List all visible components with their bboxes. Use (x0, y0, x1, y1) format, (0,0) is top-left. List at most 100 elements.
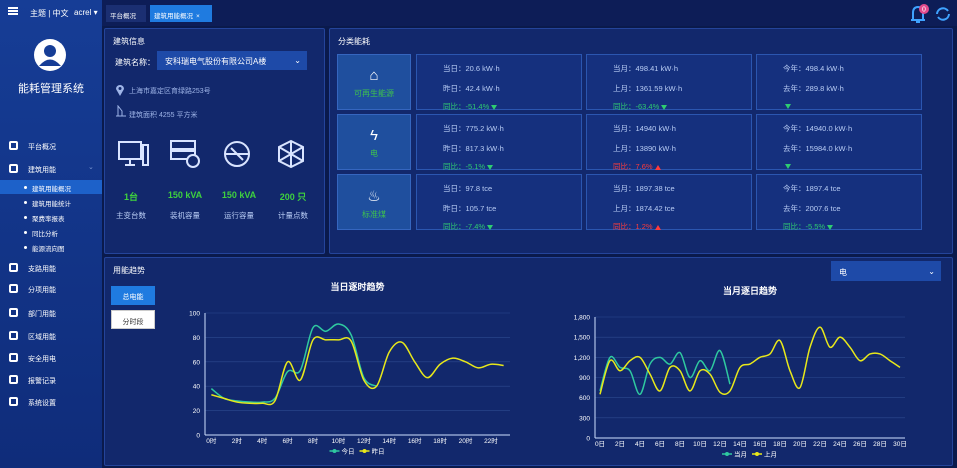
current: 当月：498.41 kW·h (613, 64, 679, 73)
trend-arrow (487, 164, 494, 170)
menu-item[interactable]: 支路用能 (0, 260, 102, 276)
y-tick-label: 40 (193, 384, 201, 391)
energy-name: 标准煤 (362, 210, 386, 219)
menu-icon (9, 353, 18, 362)
menu-item[interactable]: 区域用能 (0, 328, 102, 344)
submenu-dot (24, 186, 27, 189)
y-tick-label: 80 (193, 335, 201, 342)
change: 同比：-51.4% (443, 101, 498, 112)
trend-arrow (661, 104, 668, 110)
energy-cell: 当日：97.8 tce 昨日：105.7 tce 同比：-7.4% (416, 174, 582, 232)
x-tick-label: 18日 (773, 440, 787, 448)
stat-value: 150 kVA (167, 190, 203, 200)
top-icons: 0 (911, 4, 950, 23)
change (783, 161, 791, 170)
series-line (211, 336, 504, 406)
menu-item[interactable]: 平台概况 (0, 138, 102, 154)
menu-caret: ⌄ (88, 164, 94, 171)
menu-item[interactable]: 报警记录 (0, 372, 102, 388)
app-title: 能耗管理系统 (18, 83, 84, 95)
submenu-item[interactable]: 建筑用能统计 (0, 195, 102, 209)
alert-badge (919, 4, 929, 14)
change: 同比：-7.4% (443, 221, 494, 232)
menu-label: 区域用能 (28, 334, 56, 341)
tab-close[interactable]: × (196, 13, 200, 20)
submenu-label: 能源流向图 (32, 246, 65, 253)
x-tick-label: 18时 (433, 436, 447, 445)
change: 同比：-63.4% (613, 101, 668, 112)
y-tick-label: 900 (579, 375, 590, 382)
previous: 上月：13890 kW·h (613, 144, 676, 153)
change-value: 同比：-5.1% (443, 162, 486, 171)
series-line (599, 349, 731, 396)
previous: 上月：1361.59 kW·h (613, 84, 683, 93)
building-select[interactable]: 安科瑞电气股份有限公司A楼 ⌄ (157, 51, 307, 70)
trend-arrow (487, 224, 494, 230)
menu-icon (9, 331, 18, 340)
tab[interactable]: 建筑用能概况 × (150, 5, 212, 22)
y-tick-label: 0 (196, 433, 200, 440)
energy-icon: ♨ (367, 188, 381, 205)
panel-title: 建筑信息 (113, 37, 145, 46)
previous: 去年：15984.0 kW·h (783, 144, 853, 153)
trend-arrow (785, 103, 791, 109)
energy-type-select[interactable]: 电 ⌄ (831, 261, 941, 281)
menu-item[interactable]: 系统设置 (0, 394, 102, 410)
stat-value: 1台 (123, 192, 138, 202)
x-tick-label: 22日 (813, 440, 827, 448)
energy-name: 可再生能源 (354, 89, 394, 98)
trend-button[interactable]: 分时段 (111, 310, 155, 329)
current: 今年：14940.0 kW·h (783, 124, 853, 133)
submenu-item[interactable]: 同比分析 (0, 225, 102, 239)
menu-icon (9, 397, 18, 406)
change-value: 同比：-63.4% (613, 102, 660, 111)
energy-cell: 当日：20.6 kW·h 昨日：42.4 kW·h 同比：-51.4% (416, 54, 582, 112)
tab-label: 平台概况 (110, 13, 136, 20)
menu-toggle[interactable] (8, 7, 18, 15)
energy-icon: ϟ (370, 127, 378, 144)
stat-label: 运行容量 (224, 211, 254, 220)
theme-lang[interactable]: 主题 | 中文 (30, 9, 69, 18)
submenu-item[interactable]: 聚费率报表 (0, 210, 102, 224)
previous: 去年：289.8 kW·h (783, 84, 844, 93)
energy-cell: 今年：14940.0 kW·h 去年：15984.0 kW·h (756, 114, 922, 170)
trend-arrow (827, 224, 834, 230)
menu-icon (9, 263, 18, 272)
submenu-item[interactable]: 能源流向图 (0, 240, 102, 254)
previous: 昨日：105.7 tce (443, 204, 497, 213)
tab[interactable]: 平台概况 (106, 5, 146, 22)
trend-button[interactable]: 总电能 (111, 286, 155, 305)
previous: 昨日：42.4 kW·h (443, 84, 500, 93)
refresh-icon[interactable] (936, 7, 950, 21)
x-tick-label: 2日 (615, 440, 625, 448)
submenu-label: 建筑用能概况 (32, 186, 71, 193)
menu-item[interactable]: 安全用电 (0, 350, 102, 366)
menu-icon (9, 164, 18, 173)
menu-item[interactable]: 建筑用能 ⌄ (0, 161, 102, 177)
menu-item[interactable]: 分项用能 (0, 281, 102, 297)
y-tick-label: 100 (189, 311, 200, 318)
x-tick-label: 12时 (357, 436, 371, 445)
legend-dot (362, 449, 367, 453)
legend-label: 当月 (734, 450, 747, 459)
current: 当日：97.8 tce (443, 184, 493, 193)
menu-label: 部门用能 (28, 311, 56, 318)
x-tick-label: 30日 (893, 440, 907, 448)
change: 同比：-5.1% (443, 161, 494, 172)
x-tick-label: 8日 (675, 440, 685, 448)
x-tick-label: 16日 (753, 440, 767, 448)
panel-title: 分类能耗 (338, 37, 370, 46)
current: 今年：1897.4 tce (783, 184, 841, 193)
submenu-item[interactable]: 建筑用能概况 (0, 180, 102, 194)
menu-item[interactable]: 部门用能 (0, 305, 102, 321)
logo (34, 39, 66, 71)
previous: 去年：2007.6 tce (783, 204, 841, 213)
change-value: 同比：-7.4% (443, 222, 486, 231)
stat-label: 装机容量 (170, 211, 200, 220)
legend-label: 昨日 (372, 447, 385, 456)
submenu-dot (24, 246, 27, 249)
user[interactable]: acrel ▾ (74, 8, 98, 17)
chart-title: 当月逐日趋势 (723, 285, 777, 296)
area-icon (116, 105, 126, 117)
submenu-dot (24, 231, 27, 234)
